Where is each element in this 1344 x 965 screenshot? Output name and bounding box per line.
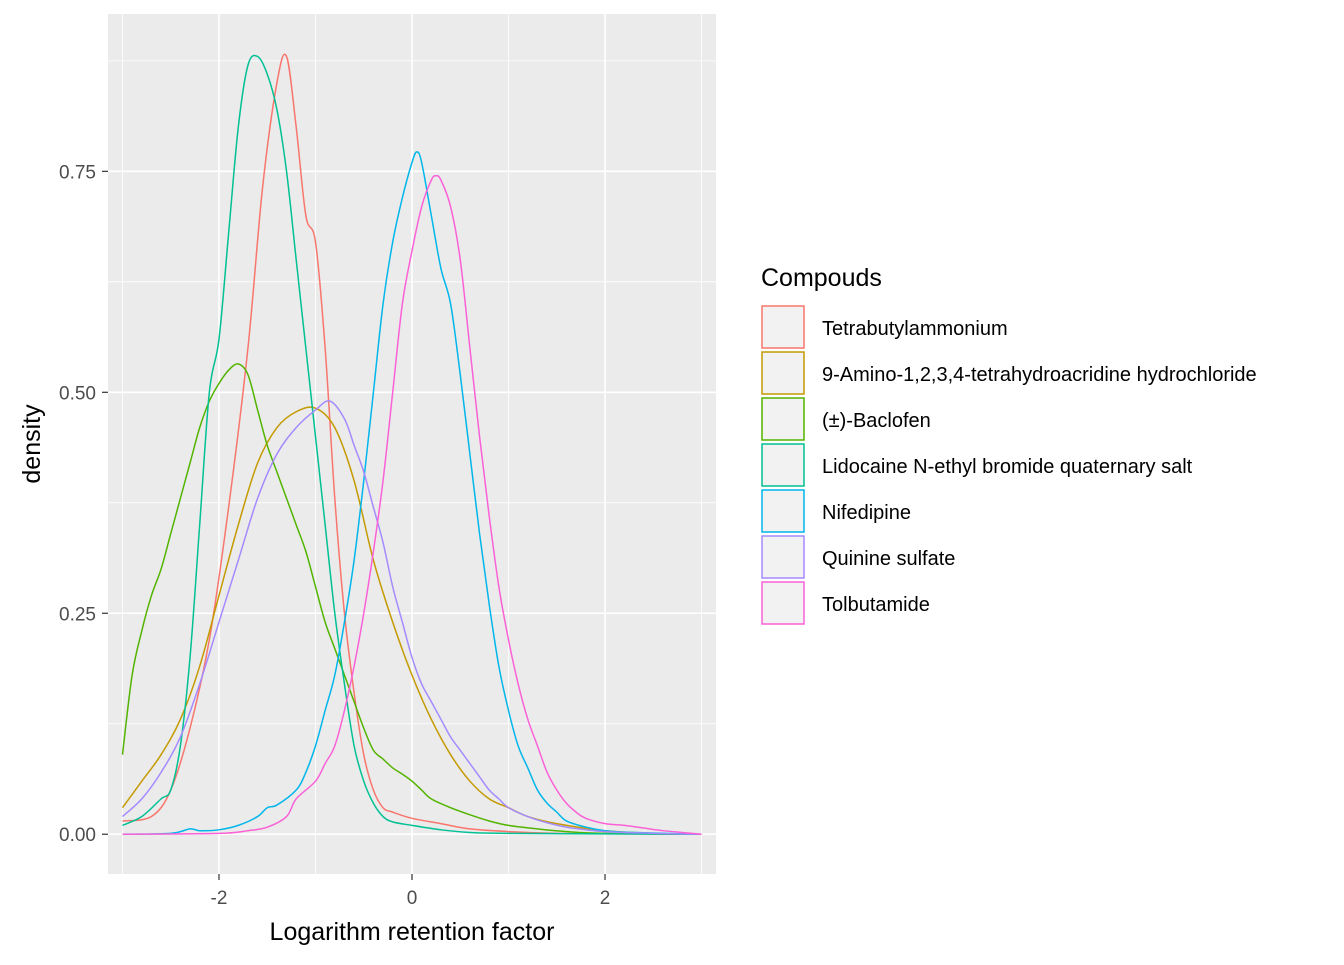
series-line-3 — [121, 363, 702, 835]
legend-label-1: Tetrabutylammonium — [822, 318, 1008, 340]
legend-key-3 — [761, 397, 805, 441]
legend: Compouds Tetrabutylammonium 9-Amino-1,2,3… — [761, 264, 1257, 625]
y-tick-label: 0.50 — [59, 383, 96, 404]
legend-key-6 — [761, 535, 805, 579]
x-tick-label: -2 — [211, 888, 228, 909]
legend-label-3: (±)-Baclofen — [822, 410, 931, 432]
x-axis-title: Logarithm retention factor — [270, 918, 555, 946]
x-tick-label: 0 — [407, 888, 418, 909]
series-line-4 — [122, 54, 702, 835]
legend-label-4: Lidocaine N-ethyl bromide quaternary sal… — [822, 456, 1193, 478]
series-line-5 — [122, 151, 702, 835]
y-tick-label: 0.75 — [59, 162, 96, 183]
legend-key-7 — [761, 581, 805, 625]
series-line-1 — [122, 53, 702, 835]
legend-title: Compouds — [761, 264, 882, 292]
legend-key-5 — [761, 489, 805, 533]
y-tick-label: 0.25 — [59, 604, 96, 625]
x-tick-label: 2 — [600, 888, 611, 909]
legend-label-5: Nifedipine — [822, 502, 911, 524]
x-axis: -2 0 2 — [211, 874, 611, 909]
y-axis: 0.00 0.25 0.50 0.75 — [59, 162, 108, 846]
y-tick-label: 0.00 — [59, 825, 96, 846]
series-line-6 — [121, 400, 702, 835]
legend-key-2 — [761, 351, 805, 395]
legend-label-2: 9-Amino-1,2,3,4-tetrahydroacridine hydro… — [822, 364, 1257, 386]
series-line-7 — [122, 174, 702, 835]
legend-label-7: Tolbutamide — [822, 594, 930, 616]
legend-key-4 — [761, 443, 805, 487]
legend-key-1 — [761, 305, 805, 349]
series-lines — [121, 53, 702, 835]
y-axis-title: density — [18, 404, 46, 484]
legend-label-6: Quinine sulfate — [822, 548, 955, 570]
